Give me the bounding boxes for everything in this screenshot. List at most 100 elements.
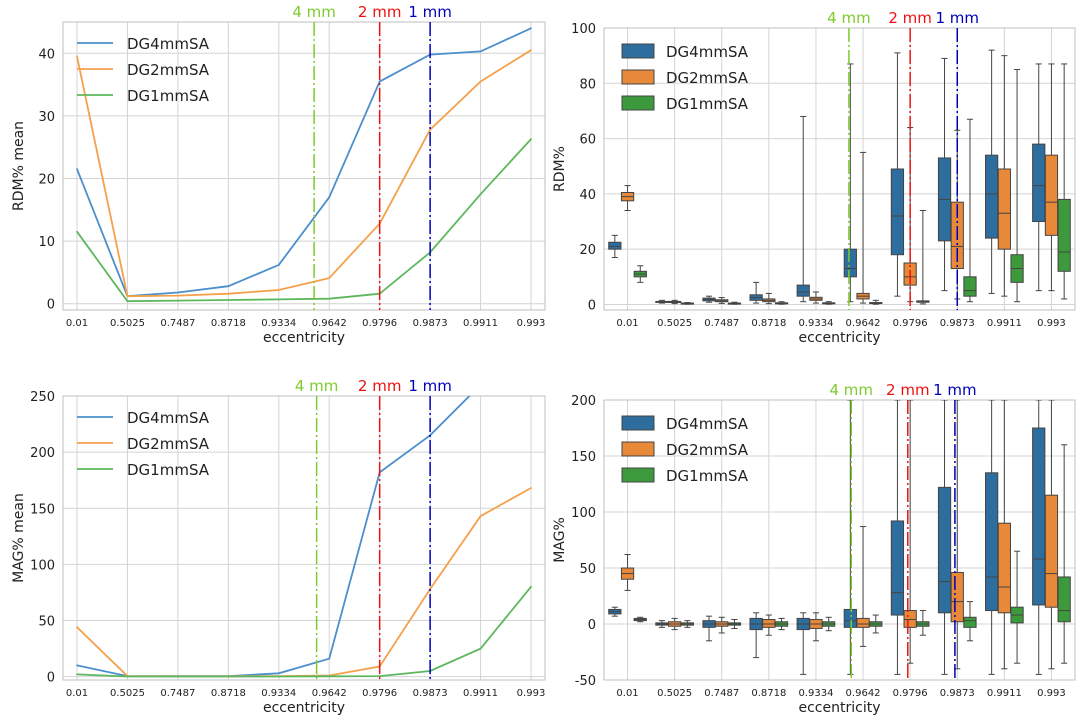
legend-label: DG2mmSA (127, 435, 210, 453)
data-point (76, 230, 78, 233)
y-tick-label: 60 (579, 133, 596, 148)
vline-label: 2 mm (886, 381, 930, 399)
plot-frame (603, 27, 1076, 311)
data-point (328, 277, 331, 279)
x-axis-label: eccentricity (263, 700, 345, 716)
vline-label: 4 mm (292, 3, 336, 21)
x-tick-label: 0.9334 (261, 688, 296, 699)
box-DG4mmSA (937, 486, 952, 614)
data-point (530, 138, 532, 140)
x-tick-label: 0.993 (1037, 688, 1066, 699)
legend-swatch (621, 69, 655, 85)
y-tick-label: 150 (30, 502, 55, 517)
x-tick-label: 0.01 (616, 688, 638, 699)
x-tick-label: 0.01 (616, 318, 638, 329)
series-line-DG1mmSA (76, 586, 532, 678)
legend: DG4mmSA DG2mmSA DG1mmSA (77, 35, 210, 105)
x-tick-label: 0.9796 (893, 318, 928, 329)
x-tick-label: 0.9873 (413, 318, 448, 329)
x-tick-label: 0.9796 (362, 688, 397, 699)
data-point (378, 675, 381, 677)
vline-label: 4 mm (830, 381, 874, 399)
box-DG2mmSA (903, 610, 917, 628)
y-tick-label: 200 (30, 446, 55, 461)
data-point (76, 55, 78, 58)
legend: DG4mmSA DG2mmSA DG1mmSA (621, 43, 749, 113)
box-DG1mmSA (963, 616, 977, 628)
y-tick-label: 0 (47, 298, 55, 313)
vline-label: 1 mm (935, 9, 979, 27)
y-tick-label: 100 (571, 506, 596, 521)
data-point (530, 27, 532, 30)
data-point (328, 657, 331, 660)
x-tick-label: 0.7487 (704, 688, 739, 699)
data-layer (76, 27, 532, 303)
x-tick-label: 0.9911 (463, 688, 498, 699)
chart-p1: 0 10 20 30 40 0.01 0.5025 0.7487 0.8718 0.9334 0.9… (11, 3, 546, 346)
legend-label: DG2mmSA (127, 61, 210, 79)
x-tick-label: 0.9334 (261, 318, 296, 329)
legend-label: DG1mmSA (666, 95, 749, 113)
data-point (479, 193, 482, 196)
data-point (530, 585, 532, 588)
data-point (378, 80, 381, 83)
vline-label: 2 mm (358, 377, 402, 395)
series-line-DG2mmSA (76, 49, 532, 298)
data-point (277, 675, 280, 678)
x-tick-label: 0.8718 (751, 688, 786, 699)
data-point (227, 292, 230, 295)
y-tick-label: 250 (30, 390, 55, 405)
x-axis-label: eccentricity (263, 330, 345, 346)
data-point (429, 128, 432, 131)
data-point (479, 80, 482, 83)
vline-label: 1 mm (408, 3, 452, 21)
series-line-DG1mmSA (76, 138, 532, 303)
data-point (328, 196, 331, 199)
data-layer (76, 396, 532, 678)
data-point (328, 675, 331, 678)
x-tick-label: 0.9642 (846, 318, 881, 329)
vline-label: 4 mm (827, 9, 871, 27)
legend-swatch (621, 43, 655, 59)
data-point (479, 647, 482, 650)
legend-label: DG1mmSA (127, 87, 210, 105)
data-point (176, 294, 179, 297)
box-DG2mmSA (997, 168, 1011, 250)
data-point (76, 673, 78, 676)
x-tick-label: 0.9642 (312, 318, 347, 329)
y-axis-label: MAG% (552, 517, 568, 563)
legend-label: DG1mmSA (127, 461, 210, 479)
y-tick-label: 50 (579, 562, 596, 577)
data-point (76, 664, 78, 667)
box-DG4mmSA (796, 284, 810, 297)
x-tick-label: 0.8718 (211, 688, 246, 699)
y-tick-label: 0 (588, 298, 596, 313)
data-point (227, 285, 230, 288)
y-tick-label: 40 (38, 47, 55, 62)
x-axis-label: eccentricity (799, 700, 881, 716)
x-tick-label: 0.9911 (463, 318, 498, 329)
y-tick-label: 40 (579, 188, 596, 203)
x-tick-label: 0.9911 (987, 318, 1022, 329)
box-DG4mmSA (985, 154, 999, 239)
box-DG1mmSA (1057, 198, 1071, 272)
legend: DG4mmSA DG2mmSA DG1mmSA (77, 409, 210, 479)
x-tick-label: 0.9796 (362, 318, 397, 329)
chart-p3: 0 50 100 150 200 250 0.01 0.5025 0.7487 0.8718 0.9… (11, 377, 546, 716)
y-tick-label: 10 (38, 235, 55, 250)
data-point (176, 675, 179, 678)
legend-swatch (621, 467, 655, 483)
legend-label: DG4mmSA (127, 35, 210, 53)
legend-swatch (621, 441, 655, 457)
x-tick-label: 0.5025 (657, 688, 692, 699)
vline-label: 2 mm (358, 3, 402, 21)
data-point (530, 487, 532, 489)
data-point (328, 297, 331, 300)
legend-swatch (621, 415, 655, 431)
box-DG4mmSA (1032, 143, 1046, 223)
x-tick-label: 0.7487 (160, 318, 195, 329)
data-point (277, 289, 280, 291)
box-DG1mmSA (1057, 576, 1071, 623)
x-tick-label: 0.9796 (893, 688, 928, 699)
